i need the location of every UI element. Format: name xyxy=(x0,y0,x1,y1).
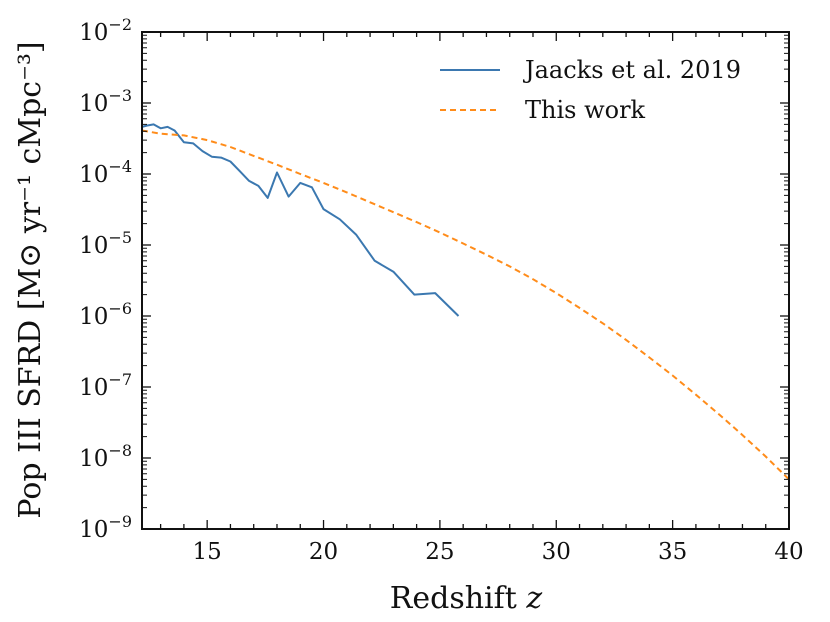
x-tick-label: 30 xyxy=(542,539,571,565)
x-tick-label: 25 xyxy=(425,539,454,565)
legend: Jaacks et al. 2019 This work xyxy=(440,56,741,124)
y-tick-label: 10−7 xyxy=(79,370,132,401)
y-tick-label: 10−5 xyxy=(79,228,132,259)
y-tick-label: 10−4 xyxy=(79,157,132,188)
y-tick-label: 10−9 xyxy=(79,512,132,543)
x-tick-label: 15 xyxy=(193,539,222,565)
series-line-this-work xyxy=(141,129,790,481)
y-tick-label: 10−2 xyxy=(79,15,132,46)
y-tick-label: 10−3 xyxy=(79,86,132,117)
x-tick-label: 20 xyxy=(309,539,338,565)
x-axis-title: Redshift z xyxy=(390,581,543,616)
legend-label-jaacks: Jaacks et al. 2019 xyxy=(522,56,741,84)
plot-frame xyxy=(141,31,790,530)
y-axis-title: Pop III SFRD [M⊙ yr⁻¹ cMpc⁻³] xyxy=(13,41,48,518)
x-tick-label: 40 xyxy=(774,539,803,565)
y-tick-label: 10−6 xyxy=(79,299,132,330)
x-tick-label: 35 xyxy=(658,539,687,565)
series-line-jaacks-2019 xyxy=(141,123,460,317)
y-tick-label: 10−8 xyxy=(79,441,132,472)
legend-label-this-work: This work xyxy=(525,96,646,124)
